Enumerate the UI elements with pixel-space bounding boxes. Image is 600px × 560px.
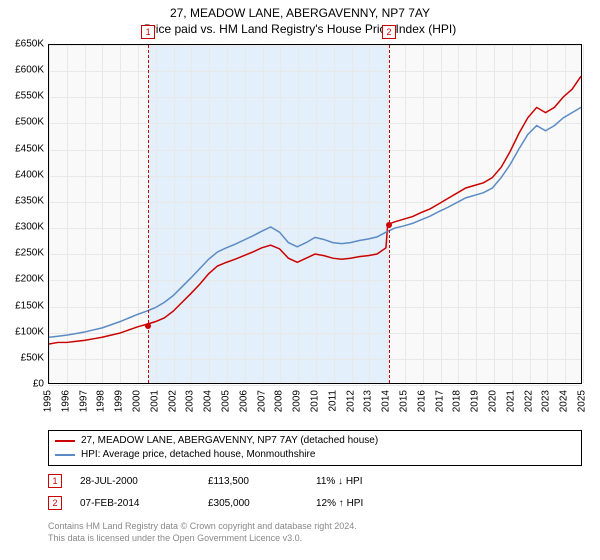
legend-item: HPI: Average price, detached house, Monm… xyxy=(55,448,575,462)
y-tick-label: £300K xyxy=(15,222,44,233)
x-tick-label: 2007 xyxy=(256,390,267,412)
y-tick-label: £50K xyxy=(21,352,44,363)
event-badge-small: 1 xyxy=(48,474,62,488)
x-tick-label: 2002 xyxy=(167,390,178,412)
footer-line2: This data is licensed under the Open Gov… xyxy=(48,532,582,544)
x-tick-label: 2016 xyxy=(416,390,427,412)
x-tick-label: 2003 xyxy=(185,390,196,412)
gridline-vertical xyxy=(583,45,584,383)
event-table-row: 1 28-JUL-2000 £113,500 11% ↓ HPI xyxy=(48,470,582,492)
x-tick-label: 2008 xyxy=(274,390,285,412)
chart-container: 27, MEADOW LANE, ABERGAVENNY, NP7 7AY Pr… xyxy=(0,0,600,560)
event-badge: 2 xyxy=(382,25,396,39)
event-hpi-delta: 12% ↑ HPI xyxy=(316,498,406,509)
legend-label: 27, MEADOW LANE, ABERGAVENNY, NP7 7AY (d… xyxy=(81,434,378,448)
x-tick-label: 1999 xyxy=(114,390,125,412)
chart-plot-area: 12 xyxy=(48,44,582,384)
x-tick-label: 2017 xyxy=(434,390,445,412)
x-tick-label: 2006 xyxy=(238,390,249,412)
x-tick-label: 2020 xyxy=(488,390,499,412)
footer-line1: Contains HM Land Registry data © Crown c… xyxy=(48,520,582,532)
x-tick-label: 2023 xyxy=(541,390,552,412)
x-tick-label: 2022 xyxy=(523,390,534,412)
x-tick-label: 2011 xyxy=(327,390,338,412)
chart-title: 27, MEADOW LANE, ABERGAVENNY, NP7 7AY xyxy=(0,6,600,20)
x-tick-label: 1996 xyxy=(60,390,71,412)
series-line xyxy=(49,76,581,344)
footer-attribution: Contains HM Land Registry data © Crown c… xyxy=(48,520,582,544)
y-tick-label: £100K xyxy=(15,326,44,337)
x-tick-label: 2004 xyxy=(203,390,214,412)
legend-swatch xyxy=(55,454,75,456)
legend-swatch xyxy=(55,440,75,442)
x-tick-label: 2019 xyxy=(470,390,481,412)
event-table-row: 2 07-FEB-2014 £305,000 12% ↑ HPI xyxy=(48,492,582,514)
y-tick-label: £250K xyxy=(15,248,44,259)
x-tick-label: 1995 xyxy=(43,390,54,412)
y-tick-label: £200K xyxy=(15,274,44,285)
legend-label: HPI: Average price, detached house, Monm… xyxy=(81,448,315,462)
y-axis: £0£50K£100K£150K£200K£250K£300K£350K£400… xyxy=(0,44,48,384)
event-marker-dot xyxy=(145,323,151,329)
x-tick-label: 2015 xyxy=(399,390,410,412)
event-marker-line xyxy=(148,45,149,383)
legend-item: 27, MEADOW LANE, ABERGAVENNY, NP7 7AY (d… xyxy=(55,434,575,448)
event-date: 28-JUL-2000 xyxy=(80,476,190,487)
x-tick-label: 2021 xyxy=(505,390,516,412)
y-tick-label: £550K xyxy=(15,91,44,102)
x-tick-label: 2025 xyxy=(577,390,588,412)
event-marker-dot xyxy=(386,222,392,228)
event-badge: 1 xyxy=(141,25,155,39)
x-tick-label: 1997 xyxy=(78,390,89,412)
x-tick-label: 2001 xyxy=(149,390,160,412)
y-tick-label: £450K xyxy=(15,143,44,154)
x-tick-label: 1998 xyxy=(96,390,107,412)
x-tick-label: 2000 xyxy=(132,390,143,412)
title-block: 27, MEADOW LANE, ABERGAVENNY, NP7 7AY Pr… xyxy=(0,0,600,36)
event-price: £113,500 xyxy=(208,476,298,487)
event-marker-line xyxy=(389,45,390,383)
event-price: £305,000 xyxy=(208,498,298,509)
x-tick-label: 2009 xyxy=(292,390,303,412)
y-tick-label: £0 xyxy=(33,379,44,390)
x-tick-label: 2018 xyxy=(452,390,463,412)
x-tick-label: 2013 xyxy=(363,390,374,412)
x-tick-label: 2010 xyxy=(310,390,321,412)
y-tick-label: £500K xyxy=(15,117,44,128)
events-table: 1 28-JUL-2000 £113,500 11% ↓ HPI 2 07-FEB-201… xyxy=(48,470,582,514)
y-tick-label: £350K xyxy=(15,195,44,206)
chart-subtitle: Price paid vs. HM Land Registry's House … xyxy=(0,22,600,36)
y-tick-label: £400K xyxy=(15,169,44,180)
event-badge-small: 2 xyxy=(48,496,62,510)
x-tick-label: 2005 xyxy=(221,390,232,412)
series-line xyxy=(49,107,581,337)
y-tick-label: £600K xyxy=(15,65,44,76)
y-tick-label: £150K xyxy=(15,300,44,311)
chart-svg xyxy=(49,45,581,383)
event-date: 07-FEB-2014 xyxy=(80,498,190,509)
event-hpi-delta: 11% ↓ HPI xyxy=(316,476,406,487)
x-axis: 1995199619971998199920002001200220032004… xyxy=(48,386,582,426)
x-tick-label: 2024 xyxy=(559,390,570,412)
y-tick-label: £650K xyxy=(15,39,44,50)
x-tick-label: 2012 xyxy=(345,390,356,412)
legend: 27, MEADOW LANE, ABERGAVENNY, NP7 7AY (d… xyxy=(48,430,582,466)
x-tick-label: 2014 xyxy=(381,390,392,412)
